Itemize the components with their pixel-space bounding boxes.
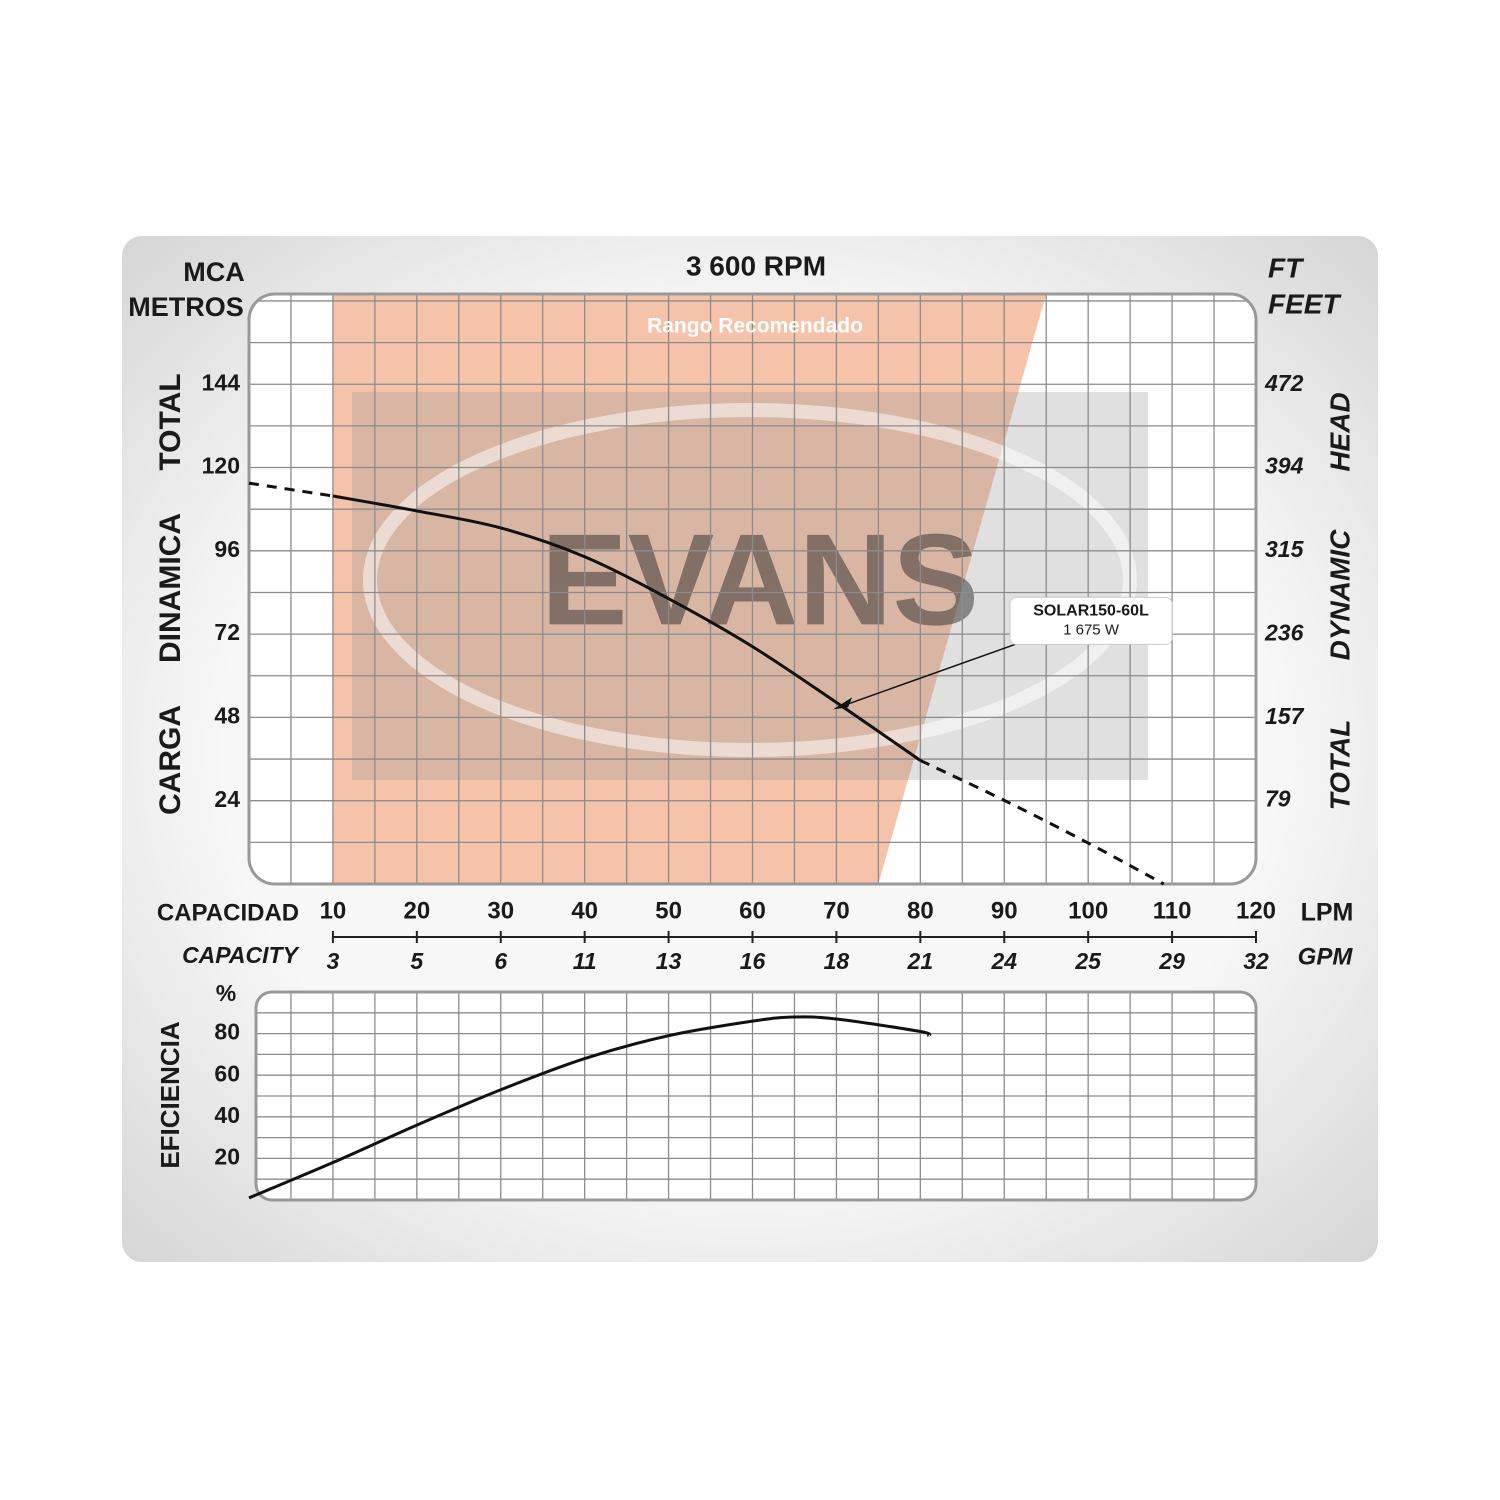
x-label: CAPACIDAD [157, 899, 299, 926]
x-tick-label: 90 [991, 897, 1018, 924]
x2-unit: GPM [1298, 943, 1354, 970]
range-label: Rango Recomendado [647, 315, 863, 338]
plot: EVANS Rango Recomendado [249, 294, 1256, 884]
x2-label: CAPACITY [182, 942, 301, 968]
y-tick-label: 48 [214, 702, 240, 728]
x-tick-label: 40 [571, 897, 598, 924]
y-tick-label: 24 [214, 786, 240, 812]
annotation-subtext: 1 675 W [1063, 621, 1120, 638]
curve [248, 481, 334, 498]
curve [248, 1015, 932, 1200]
x2-tick-label: 11 [573, 948, 597, 974]
plot-border [254, 990, 1258, 1202]
curve [919, 759, 1165, 886]
x2-tick-label: 32 [1243, 948, 1269, 974]
x-tick-label: 70 [823, 897, 850, 924]
x2-tick-label: 29 [1158, 948, 1185, 974]
x2-tick-label: 13 [656, 948, 682, 974]
y2-tick-label: 79 [1265, 786, 1291, 812]
y2-tick-label: 394 [1265, 452, 1304, 478]
y2-tick-label: 315 [1265, 536, 1305, 562]
y2-unit: FT [1268, 252, 1305, 283]
annotation-arrow [840, 643, 1016, 708]
x-tick-label: 10 [320, 897, 347, 924]
arrow-head [833, 697, 853, 710]
y-label: DINAMICA [154, 513, 187, 663]
y-unit: METROS [128, 292, 244, 322]
y2-unit: FEET [1268, 288, 1342, 319]
x-tick-label: 80 [907, 897, 934, 924]
x-tick-label: 110 [1153, 897, 1192, 924]
y-tick-label: 60 [214, 1060, 240, 1086]
watermark: EVANS [541, 506, 979, 652]
x-tick-label: 20 [403, 897, 430, 924]
x2-tick-label: 16 [740, 948, 766, 974]
x-tick-label: 30 [487, 897, 514, 924]
y-label: CARGA [154, 705, 187, 815]
y-label: TOTAL [154, 373, 187, 470]
y-tick-label: 144 [202, 369, 241, 395]
x-tick-label: 120 [1236, 897, 1276, 924]
y2-label: HEAD [1324, 392, 1355, 471]
y-tick-label: 20 [214, 1143, 240, 1169]
y2-tick-label: 472 [1264, 370, 1304, 396]
x2-tick-label: 5 [410, 948, 424, 974]
x2-tick-label: 6 [494, 948, 507, 974]
y-unit: % [216, 980, 236, 1006]
curve [332, 494, 922, 762]
y-tick-label: 72 [214, 619, 240, 645]
y2-label: DYNAMIC [1324, 529, 1355, 660]
plot-border [247, 292, 1258, 886]
annotation-box [1009, 596, 1173, 645]
x-tick-label: 100 [1068, 897, 1108, 924]
x2-tick-label: 3 [327, 948, 340, 974]
y2-label: TOTAL [1324, 720, 1355, 811]
x2-tick-label: 21 [907, 948, 934, 974]
plot [256, 992, 1256, 1200]
annotation-title: SOLAR150-60L [1033, 603, 1149, 620]
y2-tick-label: 157 [1265, 703, 1305, 729]
x2-tick-label: 25 [1074, 948, 1102, 974]
chart-title: 3 600 RPM [686, 250, 826, 281]
y-tick-label: 96 [214, 536, 240, 562]
y-unit: MCA [183, 257, 245, 287]
x2-tick-label: 24 [990, 948, 1017, 974]
y-label: EFICIENCIA [155, 1021, 185, 1169]
y-tick-label: 120 [202, 453, 240, 479]
x2-tick-label: 18 [824, 948, 850, 974]
x-tick-label: 50 [655, 897, 682, 924]
y2-tick-label: 236 [1264, 620, 1304, 646]
y-tick-label: 40 [214, 1102, 240, 1128]
y-tick-label: 80 [214, 1019, 240, 1045]
x-tick-label: 60 [739, 897, 766, 924]
x-unit: LPM [1301, 899, 1354, 927]
